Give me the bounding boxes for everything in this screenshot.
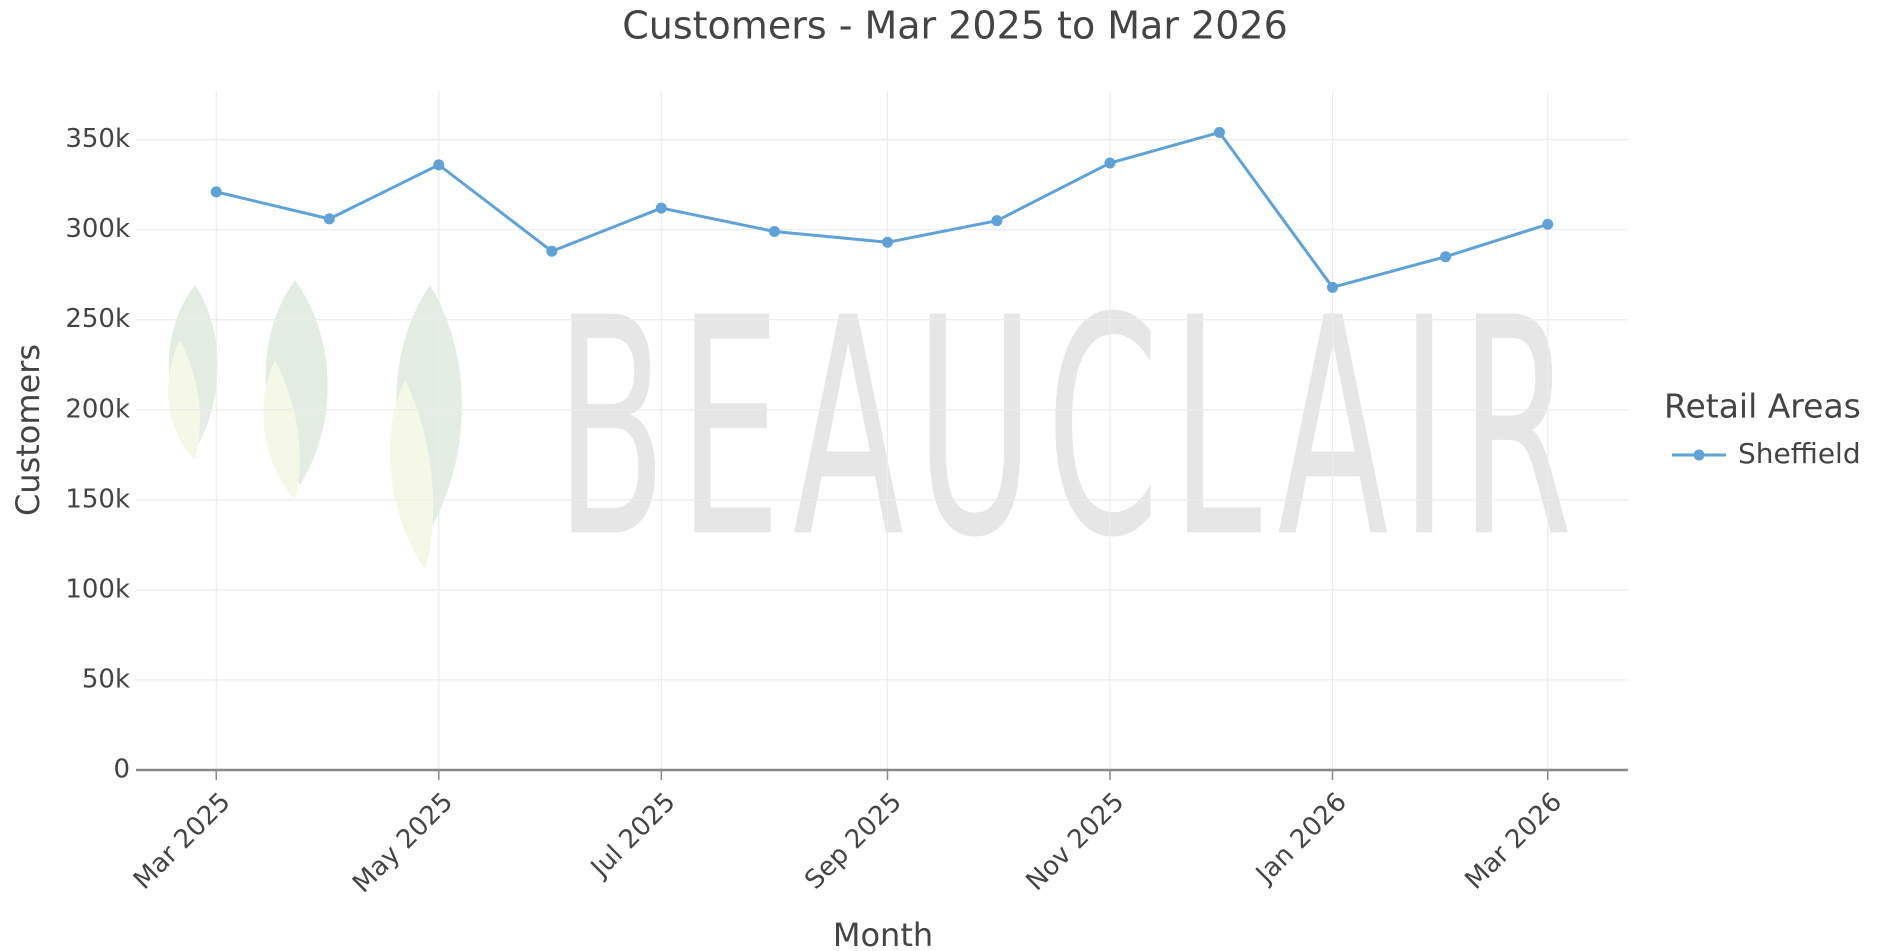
y-tick-label: 50k (82, 664, 130, 694)
x-tick-label: Mar 2025 (128, 787, 237, 896)
x-tick-label: Sep 2025 (799, 787, 907, 895)
data-point (1213, 126, 1225, 138)
x-tick-label: May 2025 (347, 787, 459, 899)
legend-label: Sheffield (1738, 437, 1861, 470)
x-tick-label: Jul 2025 (584, 787, 681, 884)
y-axis-title: Customers (9, 344, 47, 516)
data-point (323, 213, 335, 225)
y-tick-label: 200k (65, 394, 130, 424)
legend-swatch-marker (1693, 449, 1705, 461)
watermark: BEAUCLAIR (555, 255, 1584, 604)
x-tick-label: Jan 2026 (1249, 787, 1353, 891)
legend-title: Retail Areas (1664, 387, 1861, 426)
data-point (1104, 157, 1116, 169)
x-axis-title: Month (833, 916, 933, 951)
data-point (768, 225, 780, 237)
data-point (1542, 218, 1554, 230)
x-tick-label: Mar 2026 (1459, 787, 1568, 896)
data-point (546, 245, 558, 257)
y-tick-label: 0 (113, 755, 130, 785)
data-point (1327, 281, 1339, 293)
data-point (655, 202, 667, 214)
y-tick-label: 350k (65, 124, 130, 154)
data-point (881, 236, 893, 248)
y-tick-label: 300k (65, 214, 130, 244)
data-point (991, 215, 1003, 227)
chart-title: Customers - Mar 2025 to Mar 2026 (622, 4, 1288, 48)
y-tick-label: 100k (65, 574, 130, 604)
watermark-logo (168, 280, 462, 570)
y-tick-label: 250k (65, 304, 130, 334)
y-tick-label: 150k (65, 484, 130, 514)
x-tick-label: Nov 2025 (1021, 787, 1131, 897)
data-point (210, 186, 222, 198)
data-point (433, 159, 445, 171)
data-point (1440, 251, 1452, 263)
